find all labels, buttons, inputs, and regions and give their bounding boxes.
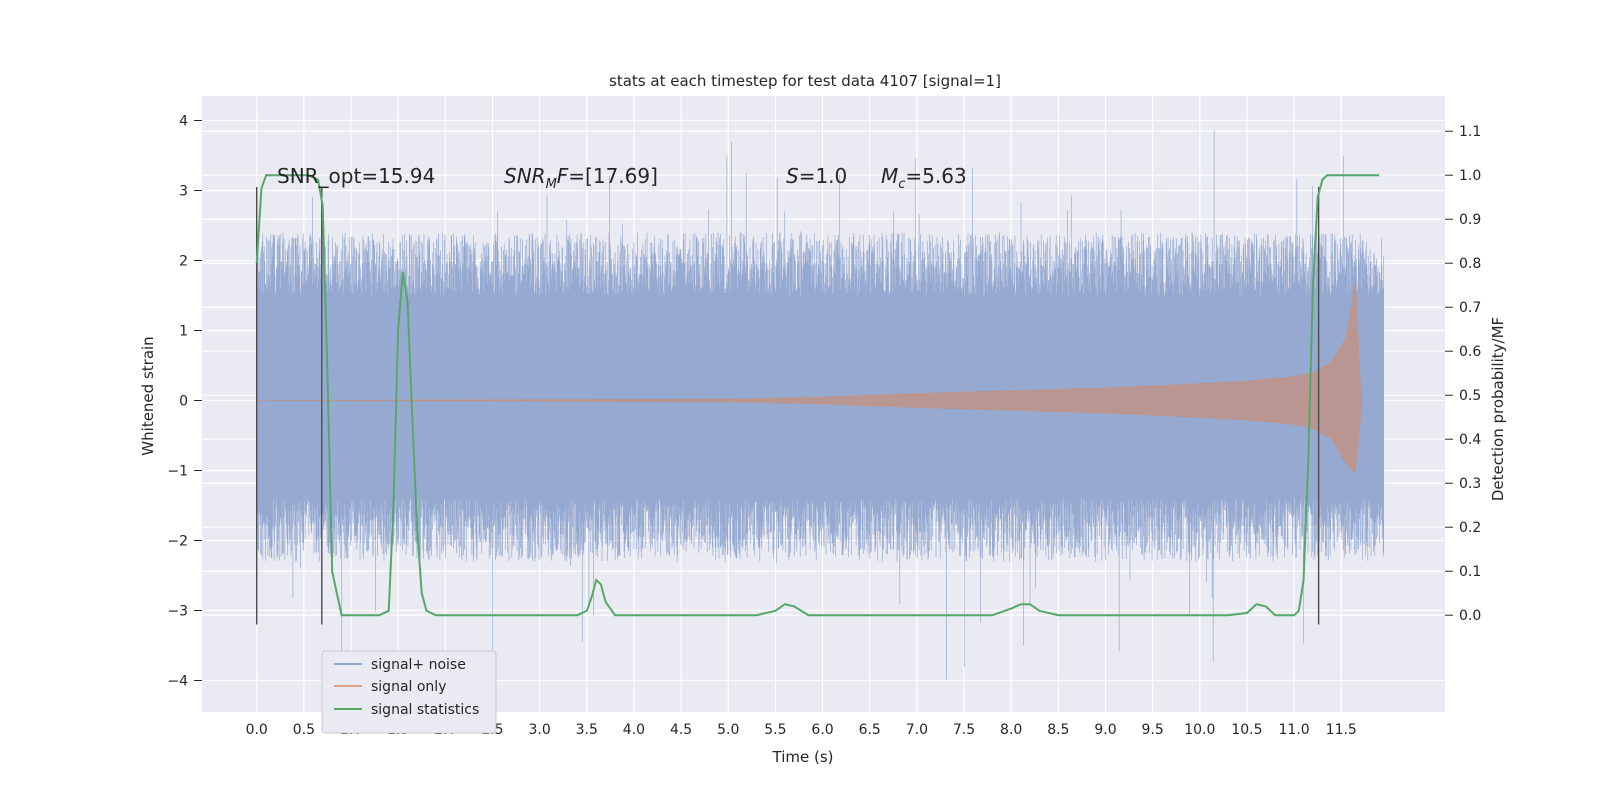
y-tick-label-3: −1 bbox=[167, 464, 188, 480]
x-tick-label-18: 9.0 bbox=[1094, 722, 1116, 738]
chart-title: stats at each timestep for test data 410… bbox=[609, 72, 1001, 90]
x-tick-label-20: 10.0 bbox=[1184, 722, 1215, 738]
annotation-snr-mf-symbol: SNR bbox=[504, 164, 546, 188]
series-signal-only bbox=[256, 281, 1363, 475]
legend-label-noise: signal+ noise bbox=[371, 657, 466, 673]
y2-tick-label-7: 0.7 bbox=[1459, 300, 1481, 316]
annotation-s: S=1.0 bbox=[786, 164, 847, 188]
annotation-snr-opt: SNR_opt=15.94 bbox=[277, 164, 435, 188]
x-tick-label-10: 5.0 bbox=[717, 722, 739, 738]
annotation-snr-opt-text: SNR_opt=15.94 bbox=[277, 164, 435, 188]
x-tick-label-17: 8.5 bbox=[1047, 722, 1069, 738]
x-tick-label-6: 3.0 bbox=[528, 722, 550, 738]
annotation-mc-symbol: M bbox=[881, 164, 898, 188]
y-tick-label-8: 4 bbox=[179, 114, 188, 130]
y2-tick-label-3: 0.3 bbox=[1459, 476, 1481, 492]
y-axis-ticks: −4 −3 −2 −1 0 1 2 3 4 bbox=[167, 114, 202, 690]
y2-tick-label-5: 0.5 bbox=[1459, 388, 1481, 404]
y2-tick-label-9: 0.9 bbox=[1459, 212, 1481, 228]
y2-axis-label: Detection probability/MF bbox=[1489, 317, 1507, 501]
annotation-snr-mf: SNRMF=[17.69] bbox=[504, 164, 658, 192]
x-tick-label-8: 4.0 bbox=[623, 722, 645, 738]
x-tick-label-1: 0.5 bbox=[293, 722, 315, 738]
annotation-snr-mf-value: =[17.69] bbox=[568, 164, 658, 188]
y2-tick-label-0: 0.0 bbox=[1459, 608, 1481, 624]
y2-tick-label-4: 0.4 bbox=[1459, 432, 1481, 448]
x-tick-label-22: 11.0 bbox=[1279, 722, 1310, 738]
y2-tick-label-11: 1.1 bbox=[1459, 124, 1481, 140]
x-tick-label-16: 8.0 bbox=[1000, 722, 1022, 738]
y-tick-label-4: 0 bbox=[179, 394, 188, 410]
annotation-mc: Mc=5.63 bbox=[881, 164, 967, 192]
y2-tick-label-1: 0.1 bbox=[1459, 564, 1481, 580]
x-tick-label-13: 6.5 bbox=[859, 722, 881, 738]
y-tick-label-5: 1 bbox=[179, 324, 188, 340]
y2-tick-label-6: 0.6 bbox=[1459, 344, 1481, 360]
x-tick-label-15: 7.5 bbox=[953, 722, 975, 738]
x-tick-label-11: 5.5 bbox=[764, 722, 786, 738]
y2-tick-label-2: 0.2 bbox=[1459, 520, 1481, 536]
legend-box bbox=[321, 650, 497, 734]
annotation-mc-subscript: c bbox=[898, 177, 905, 192]
x-tick-label-21: 10.5 bbox=[1231, 722, 1262, 738]
annotation-s-value: =1.0 bbox=[799, 164, 848, 188]
signal-envelope bbox=[256, 281, 1363, 475]
y-tick-label-7: 3 bbox=[179, 184, 188, 200]
y-tick-label-6: 2 bbox=[179, 254, 188, 270]
x-axis-label: Time (s) bbox=[772, 748, 834, 766]
x-tick-label-14: 7.0 bbox=[906, 722, 928, 738]
x-tick-label-19: 9.5 bbox=[1142, 722, 1164, 738]
x-tick-label-0: 0.0 bbox=[246, 722, 268, 738]
y2-tick-label-10: 1.0 bbox=[1459, 168, 1481, 184]
stats-line bbox=[255, 174, 1379, 617]
legend: signal+ noise signal only signal statist… bbox=[321, 650, 497, 734]
annotation-s-symbol: S bbox=[786, 164, 799, 188]
y-tick-label-2: −2 bbox=[167, 534, 188, 550]
x-tick-label-12: 6.0 bbox=[811, 722, 833, 738]
series-signal-statistics bbox=[255, 174, 1379, 617]
y-tick-label-1: −3 bbox=[167, 604, 188, 620]
x-tick-label-7: 3.5 bbox=[576, 722, 598, 738]
annotation-snr-mf-tail: F bbox=[557, 164, 569, 188]
legend-label-stats: signal statistics bbox=[371, 702, 479, 718]
x-tick-label-9: 4.5 bbox=[670, 722, 692, 738]
y-tick-label-0: −4 bbox=[167, 674, 188, 690]
annotation-mc-value: =5.63 bbox=[905, 164, 966, 188]
annotation-snr-mf-subscript: M bbox=[546, 177, 557, 192]
y2-axis-ticks: 0.0 0.1 0.2 0.3 0.4 0.5 0.6 0.7 0.8 0.9 1.0 1.1 bbox=[1445, 124, 1481, 624]
y-axis-label: Whitened strain bbox=[139, 336, 157, 455]
y2-tick-label-8: 0.8 bbox=[1459, 256, 1481, 272]
x-tick-label-23: 11.5 bbox=[1326, 722, 1357, 738]
legend-label-signal: signal only bbox=[371, 679, 446, 695]
